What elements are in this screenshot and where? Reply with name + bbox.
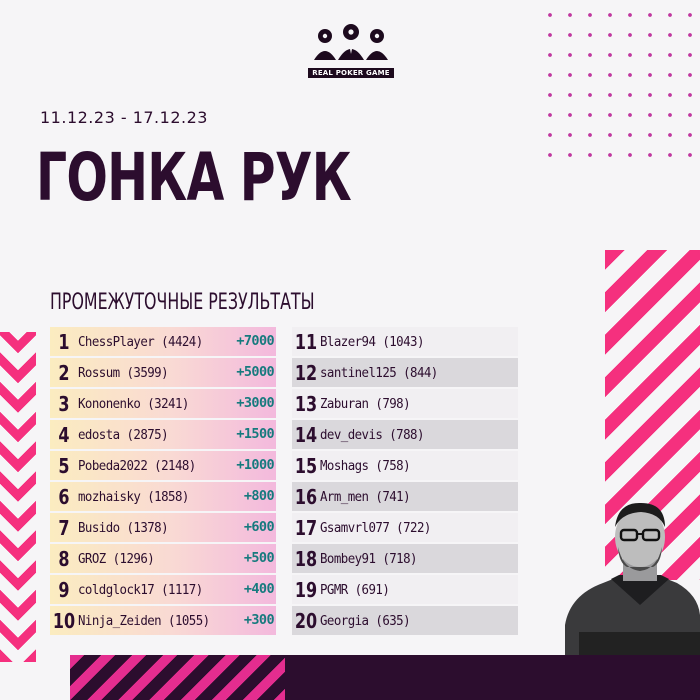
- rank-number: 7: [58, 515, 70, 540]
- leaderboard-row: 13 Zaburan (798): [292, 389, 518, 418]
- leaderboard-row: 14 dev_devis (788): [292, 420, 518, 449]
- player-name: Georgia (635): [320, 612, 411, 629]
- rank-number: 14: [294, 422, 318, 447]
- rank-number: 12: [294, 360, 318, 385]
- prize-bonus: +500: [243, 550, 275, 566]
- logo-text: REAL POKER GAME: [308, 68, 394, 78]
- leaderboard-row: 6 mozhaisky (1858) +800: [50, 482, 276, 511]
- leaderboard-row: 12 santinel125 (844): [292, 358, 518, 387]
- leaderboard-row: 1 ChessPlayer (4424) +7000: [50, 327, 276, 356]
- player-name: edosta (2875): [78, 426, 169, 443]
- player-name: Ninja_Zeiden (1055): [78, 612, 210, 629]
- leaderboard-row: 16 Arm_men (741): [292, 482, 518, 511]
- prize-bonus: +300: [243, 612, 275, 628]
- player-name: santinel125 (844): [320, 364, 438, 381]
- player-name: mozhaisky (1858): [78, 488, 189, 505]
- leaderboard-row: 3 Kononenko (3241) +3000: [50, 389, 276, 418]
- player-name: ChessPlayer (4424): [78, 333, 203, 350]
- rank-number: 1: [58, 329, 70, 354]
- player-name: Busido (1378): [78, 519, 169, 536]
- leaderboard-row: 18 Bombey91 (718): [292, 544, 518, 573]
- player-name: Bombey91 (718): [320, 550, 418, 567]
- prize-bonus: +400: [243, 581, 275, 597]
- rank-number: 16: [294, 484, 318, 509]
- player-name: PGMR (691): [320, 581, 390, 598]
- rank-number: 8: [58, 546, 70, 571]
- prize-bonus: +1500: [236, 426, 274, 442]
- date-range: 11.12.23 - 17.12.23: [40, 108, 208, 127]
- leaderboard-row: 10 Ninja_Zeiden (1055) +300: [50, 606, 276, 635]
- leaderboard-row: 20 Georgia (635): [292, 606, 518, 635]
- leaderboard-row: 9 coldglock17 (1117) +400: [50, 575, 276, 604]
- rank-number: 2: [58, 360, 70, 385]
- dot-pattern: [535, 0, 700, 170]
- rank-number: 13: [294, 391, 318, 416]
- prize-bonus: +5000: [236, 364, 274, 380]
- rank-number: 20: [294, 608, 318, 633]
- bottom-stripes-decoration: [70, 655, 285, 700]
- leaderboard-row: 2 Rossum (3599) +5000: [50, 358, 276, 387]
- leaderboard-row: 17 Gsamvrl077 (722): [292, 513, 518, 542]
- player-name: Rossum (3599): [78, 364, 169, 381]
- leaderboard-row: 8 GROZ (1296) +500: [50, 544, 276, 573]
- player-name: Kononenko (3241): [78, 395, 189, 412]
- real-poker-game-logo: REAL POKER GAME: [308, 24, 394, 78]
- player-name: Pobeda2022 (2148): [78, 457, 196, 474]
- player-name: coldglock17 (1117): [78, 581, 203, 598]
- player-name: Blazer94 (1043): [320, 333, 424, 350]
- rank-number: 11: [294, 329, 318, 354]
- prize-bonus: +600: [243, 519, 275, 535]
- rank-number: 5: [58, 453, 70, 478]
- rank-number: 17: [294, 515, 318, 540]
- leaderboard-row: 11 Blazer94 (1043): [292, 327, 518, 356]
- player-name: dev_devis (788): [320, 426, 424, 443]
- rank-number: 18: [294, 546, 318, 571]
- page-title: ГОНКА РУК: [36, 139, 352, 216]
- player-name: GROZ (1296): [78, 550, 155, 567]
- leaderboard-11-20: 11 Blazer94 (1043) 12 santinel125 (844) 13…: [292, 327, 518, 637]
- leaderboard-row: 7 Busido (1378) +600: [50, 513, 276, 542]
- rank-number: 3: [58, 391, 70, 416]
- player-photo: [565, 497, 700, 655]
- prize-bonus: +7000: [236, 333, 274, 349]
- leaderboard-row: 15 Moshags (758): [292, 451, 518, 480]
- rank-number: 4: [58, 422, 70, 447]
- poker-players-icon: [314, 24, 388, 60]
- leaderboard-row: 19 PGMR (691): [292, 575, 518, 604]
- leaderboard-row: 4 edosta (2875) +1500: [50, 420, 276, 449]
- player-name: Moshags (758): [320, 457, 411, 474]
- leaderboard-row: 5 Pobeda2022 (2148) +1000: [50, 451, 276, 480]
- rank-number: 9: [58, 577, 70, 602]
- rank-number: 10: [52, 608, 76, 633]
- rank-number: 19: [294, 577, 318, 602]
- player-name: Zaburan (798): [320, 395, 411, 412]
- player-name: Gsamvrl077 (722): [320, 519, 431, 536]
- prize-bonus: +3000: [236, 395, 274, 411]
- player-portrait-image: [565, 502, 700, 655]
- section-subtitle: ПРОМЕЖУТОЧНЫЕ РЕЗУЛЬТАТЫ: [50, 290, 315, 315]
- chevron-pattern-decoration: [0, 332, 36, 662]
- rank-number: 15: [294, 453, 318, 478]
- player-name: Arm_men (741): [320, 488, 411, 505]
- rank-number: 6: [58, 484, 70, 509]
- leaderboard-top-10: 1 ChessPlayer (4424) +7000 2 Rossum (3599) +…: [50, 327, 276, 637]
- prize-bonus: +1000: [236, 457, 274, 473]
- prize-bonus: +800: [243, 488, 275, 504]
